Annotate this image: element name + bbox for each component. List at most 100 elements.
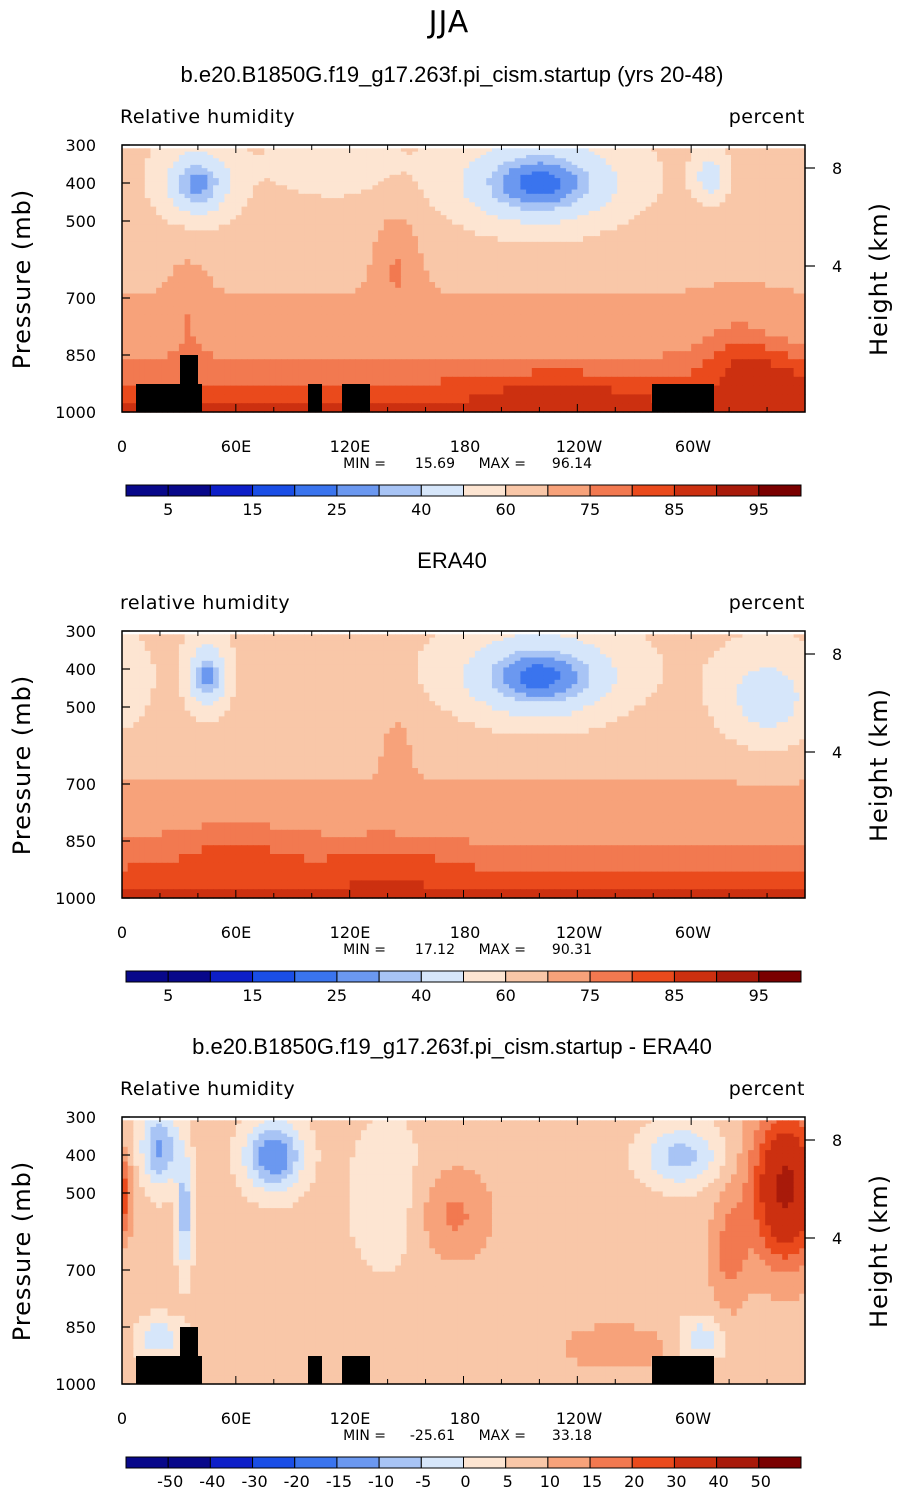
field-cell xyxy=(292,171,300,176)
field-cell xyxy=(497,224,504,231)
field-cell xyxy=(435,178,442,183)
field-cell xyxy=(417,154,425,159)
field-cell xyxy=(349,293,356,301)
field-cell xyxy=(674,219,681,226)
field-cell xyxy=(258,154,265,159)
field-cell xyxy=(759,282,766,289)
field-cell xyxy=(264,189,271,195)
field-cell xyxy=(281,185,288,191)
field-cell xyxy=(224,189,231,195)
field-cell xyxy=(554,219,561,226)
field-cell xyxy=(446,343,453,352)
field-cell xyxy=(389,193,396,199)
field-cell xyxy=(195,168,203,173)
field-cell xyxy=(423,193,430,199)
field-cell xyxy=(543,151,550,156)
field-cell xyxy=(725,189,732,195)
field-cell xyxy=(708,171,715,176)
field-cell xyxy=(224,264,231,272)
field-cell xyxy=(742,287,749,295)
field-cell xyxy=(457,276,465,283)
field-cell xyxy=(173,154,180,159)
field-cell xyxy=(417,215,425,221)
field-cell xyxy=(361,236,368,243)
field-cell xyxy=(133,259,140,266)
field-cell xyxy=(696,321,704,330)
field-cell xyxy=(304,236,311,243)
field-cell xyxy=(378,343,385,352)
field-cell xyxy=(161,210,169,216)
field-cell xyxy=(332,219,339,226)
field-cell xyxy=(372,168,379,173)
field-cell xyxy=(577,293,584,301)
field-cell xyxy=(480,148,487,153)
field-cell xyxy=(429,321,436,330)
field-cell xyxy=(787,306,795,315)
field-cell xyxy=(326,287,334,295)
field-cell xyxy=(588,293,596,301)
field-cell xyxy=(235,329,243,338)
field-cell xyxy=(696,329,704,338)
field-cell xyxy=(548,299,556,308)
field-cell xyxy=(702,206,709,212)
field-cell xyxy=(201,215,208,221)
field-cell xyxy=(583,198,590,203)
field-cell xyxy=(696,253,704,260)
field-cell xyxy=(657,189,664,195)
field-cell xyxy=(639,171,647,176)
field-cell xyxy=(668,329,675,338)
field-cell xyxy=(509,206,516,212)
field-cell xyxy=(520,247,527,254)
field-cell xyxy=(645,164,652,169)
field-cell xyxy=(765,171,772,176)
field-cell xyxy=(543,189,550,195)
field-cell xyxy=(526,293,533,301)
field-cell xyxy=(207,287,214,295)
field-cell xyxy=(469,164,476,169)
field-cell xyxy=(326,336,334,345)
field-cell xyxy=(167,264,174,272)
field-cell xyxy=(480,336,487,345)
field-cell xyxy=(497,168,504,173)
field-cell xyxy=(383,247,391,254)
field-cell xyxy=(423,171,430,176)
field-cell xyxy=(264,198,271,203)
field-cell xyxy=(486,247,493,254)
field-cell xyxy=(713,343,721,352)
field-cell xyxy=(639,178,647,183)
field-cell xyxy=(457,270,465,277)
field-cell xyxy=(526,321,533,330)
field-cell xyxy=(514,299,522,308)
field-cell xyxy=(708,168,715,173)
field-cell xyxy=(787,174,795,179)
field-cell xyxy=(679,185,687,191)
field-cell xyxy=(167,219,174,226)
field-cell xyxy=(264,168,271,173)
field-cell xyxy=(594,253,601,260)
field-cell xyxy=(133,241,140,249)
field-cell xyxy=(133,276,140,283)
field-cell xyxy=(429,202,436,208)
field-cell xyxy=(144,314,152,323)
field-cell xyxy=(372,259,379,266)
field-cell xyxy=(178,161,186,166)
field-cell xyxy=(349,178,356,183)
field-cell xyxy=(326,306,334,315)
field-cell xyxy=(645,171,652,176)
field-cell xyxy=(702,202,709,208)
field-cell xyxy=(184,299,191,308)
field-cell xyxy=(503,189,510,195)
field-cell xyxy=(213,161,220,166)
field-cell xyxy=(548,154,556,159)
field-cell xyxy=(611,224,618,231)
field-cell xyxy=(395,343,402,352)
field-cell xyxy=(315,230,322,237)
field-cell xyxy=(787,185,795,191)
field-cell xyxy=(560,236,567,243)
field-cell xyxy=(144,270,152,277)
field-cell xyxy=(474,210,482,216)
field-cell xyxy=(657,230,664,237)
field-cell xyxy=(560,329,567,338)
field-cell xyxy=(361,161,368,166)
field-cell xyxy=(463,181,470,186)
